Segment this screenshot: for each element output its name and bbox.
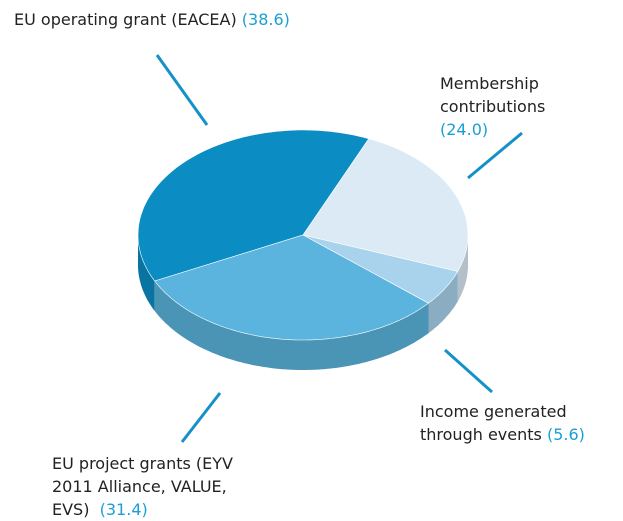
value-label: (38.6) — [241, 10, 290, 29]
label: Income generated through events (5.6) — [420, 400, 600, 446]
leader-line — [467, 131, 523, 180]
label: Membership contributions (24.0) — [440, 72, 590, 141]
slice — [154, 234, 430, 341]
value-label: (31.4) — [99, 500, 148, 519]
slice-side — [138, 235, 155, 311]
slice-side — [457, 235, 468, 302]
slice-side — [428, 271, 458, 334]
value-label: (5.6) — [546, 425, 585, 444]
slice — [302, 234, 459, 304]
category-label: EU project grants (EYV 2011 Alliance, VA… — [52, 454, 233, 519]
category-label: Income generated through events — [420, 402, 567, 444]
leader-line — [180, 392, 222, 443]
value-label: (24.0) — [440, 120, 489, 139]
leader-line — [444, 348, 493, 394]
label: EU operating grant (EACEA) (38.6) — [14, 8, 374, 31]
slice — [137, 129, 370, 282]
label: EU project grants (EYV 2011 Alliance, VA… — [52, 452, 267, 521]
category-label: EU operating grant (EACEA) — [14, 10, 237, 29]
slice-side — [154, 281, 429, 370]
category-label: Membership contributions — [440, 74, 546, 116]
slice — [302, 138, 469, 272]
leader-line — [155, 54, 209, 126]
